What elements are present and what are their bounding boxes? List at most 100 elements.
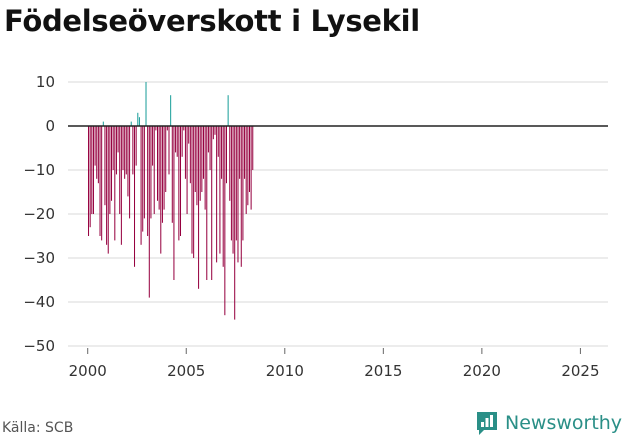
y-tick-label: −10 bbox=[23, 161, 55, 179]
bar bbox=[168, 126, 170, 175]
bar bbox=[245, 126, 247, 214]
bar bbox=[117, 126, 119, 153]
bar bbox=[201, 126, 203, 192]
bar bbox=[97, 126, 99, 184]
x-tick-label: 2020 bbox=[463, 362, 501, 380]
bar bbox=[219, 126, 221, 254]
bar bbox=[227, 95, 229, 126]
y-axis-ticks: 10 0 −10 −20 −30 −40 −50 bbox=[23, 73, 55, 355]
bar bbox=[248, 126, 250, 192]
bar bbox=[250, 126, 252, 210]
chart-title: Födelseöverskott i Lysekil bbox=[4, 4, 420, 38]
bar bbox=[194, 126, 196, 192]
x-tick-label: 2025 bbox=[561, 362, 599, 380]
bar bbox=[153, 126, 155, 214]
bar bbox=[165, 126, 167, 192]
x-tick-label: 2015 bbox=[364, 362, 402, 380]
bar bbox=[130, 121, 132, 126]
bar bbox=[115, 126, 117, 175]
bar bbox=[94, 126, 96, 166]
bar bbox=[193, 126, 195, 258]
bar bbox=[211, 126, 213, 280]
bar bbox=[175, 126, 177, 153]
bar bbox=[230, 126, 232, 241]
bar bbox=[107, 126, 109, 254]
bar bbox=[138, 117, 140, 126]
bar bbox=[232, 126, 234, 254]
bar bbox=[239, 126, 241, 179]
bar bbox=[158, 126, 160, 210]
x-axis-ticks: 2000 2005 2010 2015 2020 2025 bbox=[69, 348, 600, 380]
bar bbox=[91, 126, 93, 214]
x-tick-label: 2005 bbox=[167, 362, 205, 380]
bar bbox=[189, 126, 191, 184]
bar bbox=[234, 126, 236, 320]
bar bbox=[179, 126, 182, 236]
bar bbox=[122, 126, 124, 170]
bar bbox=[152, 126, 154, 166]
bar bbox=[132, 126, 134, 175]
bar bbox=[129, 126, 131, 219]
bar bbox=[101, 126, 103, 241]
bar bbox=[102, 121, 104, 126]
bar bbox=[224, 126, 226, 316]
bar bbox=[119, 126, 121, 214]
bar bbox=[170, 95, 172, 126]
y-tick-label: 10 bbox=[36, 73, 55, 91]
y-tick-label: −30 bbox=[23, 249, 55, 267]
bar bbox=[212, 126, 214, 140]
bar bbox=[229, 126, 231, 201]
bar bbox=[96, 126, 98, 179]
bar bbox=[198, 126, 200, 289]
brand-name: Newsworthy bbox=[505, 412, 623, 434]
bar bbox=[186, 126, 188, 214]
bar bbox=[135, 126, 137, 166]
bar bbox=[99, 126, 101, 236]
bar bbox=[125, 126, 127, 175]
bar bbox=[188, 126, 190, 144]
bar bbox=[178, 126, 180, 241]
bar bbox=[109, 126, 111, 214]
bar bbox=[89, 126, 91, 228]
bar bbox=[104, 126, 106, 206]
bar bbox=[173, 126, 175, 280]
bar bbox=[217, 126, 219, 157]
bar bbox=[147, 126, 149, 236]
newsworthy-logo-icon bbox=[477, 412, 497, 435]
bar bbox=[216, 126, 218, 263]
y-tick-label: 0 bbox=[45, 117, 55, 135]
y-tick-label: −50 bbox=[23, 337, 55, 355]
bar bbox=[166, 126, 168, 131]
bar bbox=[163, 126, 165, 210]
bar bbox=[127, 126, 129, 197]
bar bbox=[199, 126, 201, 201]
bar bbox=[171, 126, 173, 223]
bar bbox=[181, 126, 183, 157]
bar bbox=[120, 126, 122, 245]
x-tick-label: 2010 bbox=[266, 362, 304, 380]
bar bbox=[204, 126, 206, 210]
bar bbox=[145, 82, 147, 126]
bar bbox=[143, 126, 145, 219]
bar bbox=[207, 126, 209, 153]
bar bbox=[202, 126, 204, 179]
bar bbox=[140, 126, 142, 245]
bar bbox=[252, 126, 254, 170]
bar bbox=[134, 126, 136, 267]
bar bbox=[221, 126, 223, 179]
bar bbox=[237, 126, 239, 263]
bar bbox=[209, 126, 211, 170]
bar bbox=[214, 126, 216, 135]
bar bbox=[242, 126, 244, 241]
bar bbox=[247, 126, 249, 206]
brand[interactable]: Newsworthy bbox=[475, 408, 622, 438]
source-note: Källa: SCB bbox=[2, 420, 74, 436]
bar bbox=[150, 126, 152, 219]
bar bbox=[225, 126, 227, 184]
bar bbox=[111, 126, 113, 201]
bar-series bbox=[88, 82, 254, 320]
bar bbox=[191, 126, 193, 254]
bar bbox=[114, 126, 116, 241]
bar bbox=[137, 112, 139, 126]
bar bbox=[222, 126, 224, 267]
